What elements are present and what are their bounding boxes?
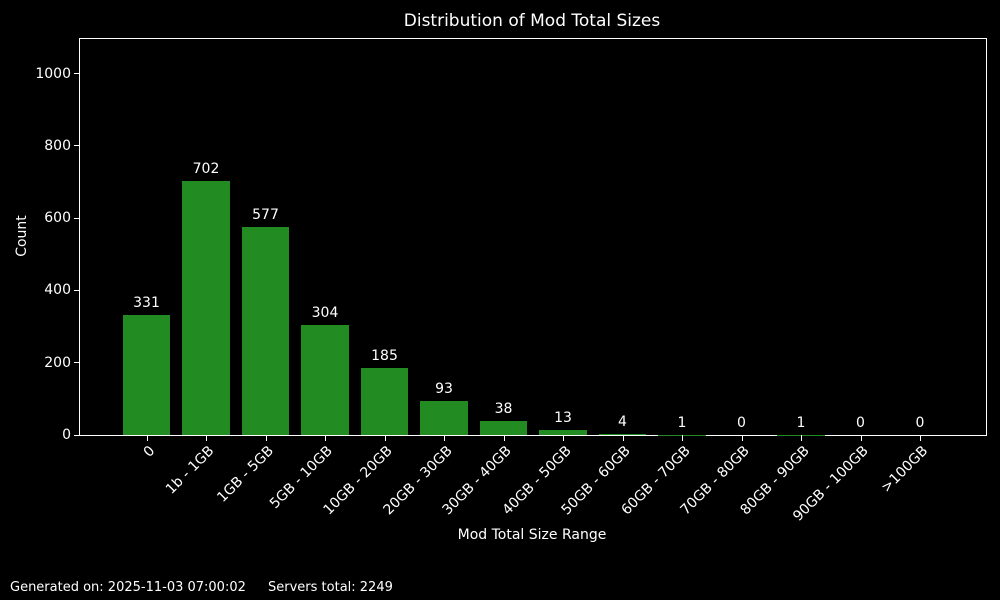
- y-tick-label: 1000: [35, 65, 71, 82]
- y-tick-mark: [74, 217, 79, 219]
- x-tick-mark: [146, 435, 148, 441]
- x-tick-label: 1b - 1GB: [162, 443, 218, 498]
- bar-value-label: 304: [311, 305, 339, 322]
- y-tick-label: 400: [44, 282, 71, 299]
- bar-value-label: 93: [435, 381, 453, 398]
- bar-value-label: 702: [192, 161, 220, 178]
- bar-value-label: 13: [554, 410, 572, 427]
- bar-value-label: 0: [915, 415, 925, 431]
- x-axis-label: Mod Total Size Range: [457, 527, 607, 543]
- y-tick-label: 800: [44, 137, 71, 154]
- bar-5GB - 10GB: [301, 325, 349, 435]
- bar-50GB - 60GB: [598, 433, 647, 435]
- servers-total: Servers total: 2249: [268, 580, 393, 595]
- bar-value-label: 1: [677, 414, 687, 431]
- y-tick-mark: [74, 145, 79, 147]
- y-tick-mark: [74, 362, 79, 364]
- bar-value-label: 185: [371, 348, 398, 365]
- x-tick-mark: [206, 435, 207, 441]
- bar-value-label: 0: [737, 415, 746, 431]
- x-tick-label: >100GB: [878, 443, 932, 496]
- bar-value-label: 4: [618, 413, 627, 430]
- x-tick-label: 1GB - 5GB: [214, 443, 277, 506]
- y-tick-label: 600: [44, 210, 71, 227]
- bar-value-label: 1: [796, 414, 806, 431]
- bar-20GB - 30GB: [420, 401, 468, 435]
- generated-timestamp: Generated on: 2025-11-03 07:00:02: [10, 580, 246, 595]
- y-tick-mark: [74, 289, 79, 291]
- y-tick-label: 0: [62, 427, 71, 443]
- x-tick-mark: [860, 435, 862, 441]
- bar-1b - 1GB: [182, 181, 230, 435]
- y-tick-mark: [74, 73, 79, 75]
- x-tick-mark: [741, 435, 743, 441]
- bar-0: [122, 315, 171, 435]
- y-tick-mark: [74, 434, 79, 436]
- x-tick-mark: [265, 435, 267, 441]
- x-tick-mark: [503, 435, 505, 441]
- x-tick-mark: [563, 435, 564, 441]
- bar-value-label: 331: [133, 295, 160, 312]
- plot-area: 331 0 702 1b - 1GB 577 1GB - 5GB 304 5GB - 10GB…: [35, 38, 987, 525]
- bar-40GB - 50GB: [539, 430, 587, 435]
- x-tick-mark: [920, 435, 921, 441]
- bar-value-label: 577: [252, 206, 279, 223]
- x-tick-mark: [622, 435, 624, 441]
- x-tick-mark: [444, 435, 445, 441]
- x-tick-mark: [682, 435, 683, 441]
- bar-1GB - 5GB: [241, 226, 290, 435]
- x-tick-label: 0: [140, 443, 158, 461]
- y-tick-label: 200: [44, 354, 71, 371]
- y-axis-label: Count: [14, 215, 30, 257]
- bar-value-label: 38: [494, 401, 513, 418]
- x-tick-mark: [384, 435, 386, 441]
- bar-value-label: 0: [856, 415, 865, 431]
- x-tick-mark: [325, 435, 326, 441]
- bar-10GB - 20GB: [360, 368, 409, 435]
- bar-30GB - 40GB: [479, 421, 528, 435]
- footer: Generated on: 2025-11-03 07:00:02 Server…: [10, 580, 393, 595]
- chart-title: Distribution of Mod Total Sizes: [403, 11, 661, 31]
- x-tick-mark: [801, 435, 802, 441]
